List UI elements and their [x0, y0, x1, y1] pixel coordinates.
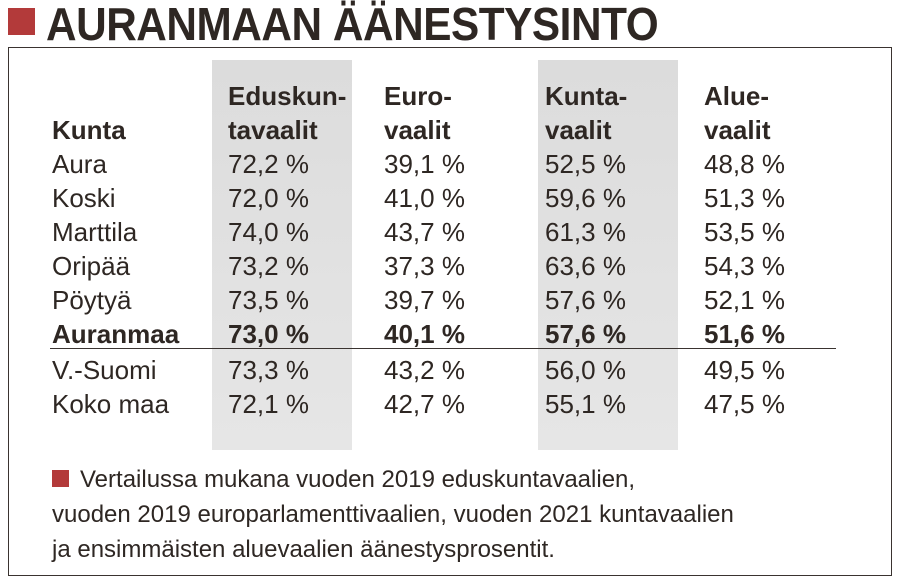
cell-euro: 39,1 % — [384, 149, 465, 179]
cell-euro: 39,7 % — [384, 285, 465, 315]
header-euro-line1: Euro- — [384, 81, 452, 111]
footnote: Vertailussa mukana vuoden 2019 eduskunta… — [52, 462, 812, 567]
title-marker-square — [8, 8, 35, 35]
total-cell-kunta: 57,6 % — [545, 319, 626, 349]
cell-eduskunta: 73,5 % — [228, 285, 309, 315]
cell-kunta: 59,6 % — [545, 183, 626, 213]
note-marker-square — [52, 470, 69, 487]
cell-eduskunta: 72,1 % — [228, 389, 309, 419]
cell-alue: 48,8 % — [704, 149, 785, 179]
row-name: Pöytyä — [52, 285, 132, 315]
footnote-line-2: vuoden 2019 europarlamenttivaalien, vuod… — [52, 501, 734, 528]
total-row-name: Auranmaa — [52, 319, 180, 349]
cell-euro: 42,7 % — [384, 389, 465, 419]
cell-kunta: 61,3 % — [545, 217, 626, 247]
header-alue-line2: vaalit — [704, 115, 771, 145]
row-name: Koski — [52, 183, 116, 213]
header-alue-line1: Alue- — [704, 81, 769, 111]
cell-eduskunta: 72,0 % — [228, 183, 309, 213]
cell-alue: 52,1 % — [704, 285, 785, 315]
row-name: Oripää — [52, 251, 131, 281]
cell-alue: 51,3 % — [704, 183, 785, 213]
cell-alue: 54,3 % — [704, 251, 785, 281]
header-kunta-vaalit-line2: vaalit — [545, 115, 612, 145]
cell-kunta: 56,0 % — [545, 355, 626, 385]
cell-euro: 37,3 % — [384, 251, 465, 281]
cell-alue: 49,5 % — [704, 355, 785, 385]
cell-kunta: 63,6 % — [545, 251, 626, 281]
eduskunta-column-shade — [212, 60, 352, 450]
header-euro-line2: vaalit — [384, 115, 451, 145]
cell-eduskunta: 74,0 % — [228, 217, 309, 247]
cell-eduskunta: 73,2 % — [228, 251, 309, 281]
footnote-line-3: ja ensimmäisten aluevaalien äänestyspros… — [52, 536, 555, 563]
footnote-line-1: Vertailussa mukana vuoden 2019 eduskunta… — [80, 466, 636, 493]
header-eduskunta-line1: Eduskun- — [228, 81, 347, 111]
table-divider — [50, 348, 836, 349]
table-frame — [8, 47, 892, 576]
cell-kunta: 57,6 % — [545, 285, 626, 315]
row-name: Koko maa — [52, 389, 170, 419]
cell-kunta: 52,5 % — [545, 149, 626, 179]
row-name: Aura — [52, 149, 107, 179]
header-kunta: Kunta — [52, 115, 126, 145]
cell-euro: 43,2 % — [384, 355, 465, 385]
row-name: Marttila — [52, 217, 138, 247]
cell-eduskunta: 73,3 % — [228, 355, 309, 385]
header-kunta-vaalit-line1: Kunta- — [545, 81, 628, 111]
kunta-column-shade — [538, 60, 678, 450]
header-eduskunta-line2: tavaalit — [228, 115, 318, 145]
total-cell-eduskunta: 73,0 % — [228, 319, 309, 349]
cell-eduskunta: 72,2 % — [228, 149, 309, 179]
cell-euro: 41,0 % — [384, 183, 465, 213]
cell-alue: 47,5 % — [704, 389, 785, 419]
page-title: AURANMAAN ÄÄNESTYSINTO — [46, 0, 659, 50]
total-cell-alue: 51,6 % — [704, 319, 785, 349]
cell-alue: 53,5 % — [704, 217, 785, 247]
cell-kunta: 55,1 % — [545, 389, 626, 419]
total-cell-euro: 40,1 % — [384, 319, 465, 349]
cell-euro: 43,7 % — [384, 217, 465, 247]
row-name: V.-Suomi — [52, 355, 157, 385]
